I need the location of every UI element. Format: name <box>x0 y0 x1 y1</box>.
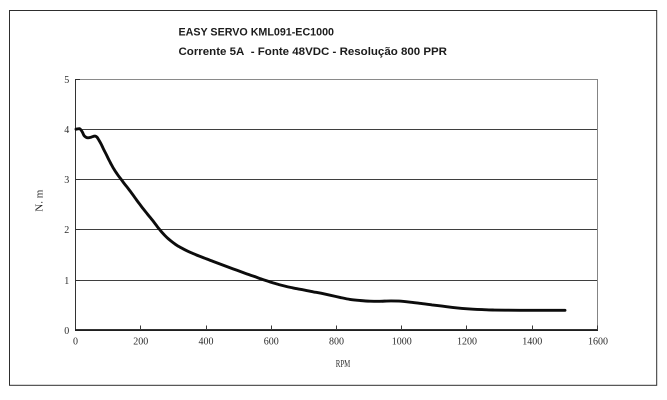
svg-text:4: 4 <box>64 125 69 136</box>
svg-text:1000: 1000 <box>392 336 412 347</box>
svg-text:EASY SERVO KML091-EC1000: EASY SERVO KML091-EC1000 <box>179 26 335 38</box>
svg-text:3: 3 <box>64 175 69 186</box>
svg-text:2: 2 <box>64 225 69 236</box>
svg-text:N. m: N. m <box>35 189 46 211</box>
svg-text:0: 0 <box>64 326 69 337</box>
svg-text:600: 600 <box>264 336 279 347</box>
svg-text:5: 5 <box>64 75 69 86</box>
svg-text:1200: 1200 <box>457 336 477 347</box>
svg-text:0: 0 <box>73 336 78 347</box>
svg-text:1400: 1400 <box>522 336 542 347</box>
svg-text:RPM: RPM <box>336 359 351 370</box>
svg-text:400: 400 <box>199 336 214 347</box>
svg-text:1600: 1600 <box>588 336 608 347</box>
svg-text:Corrente 5A - Fonte 48VDC - R: Corrente 5A - Fonte 48VDC - Resolução 80… <box>179 46 448 58</box>
svg-text:800: 800 <box>329 336 344 347</box>
svg-text:200: 200 <box>133 336 148 347</box>
svg-text:1: 1 <box>64 276 69 287</box>
